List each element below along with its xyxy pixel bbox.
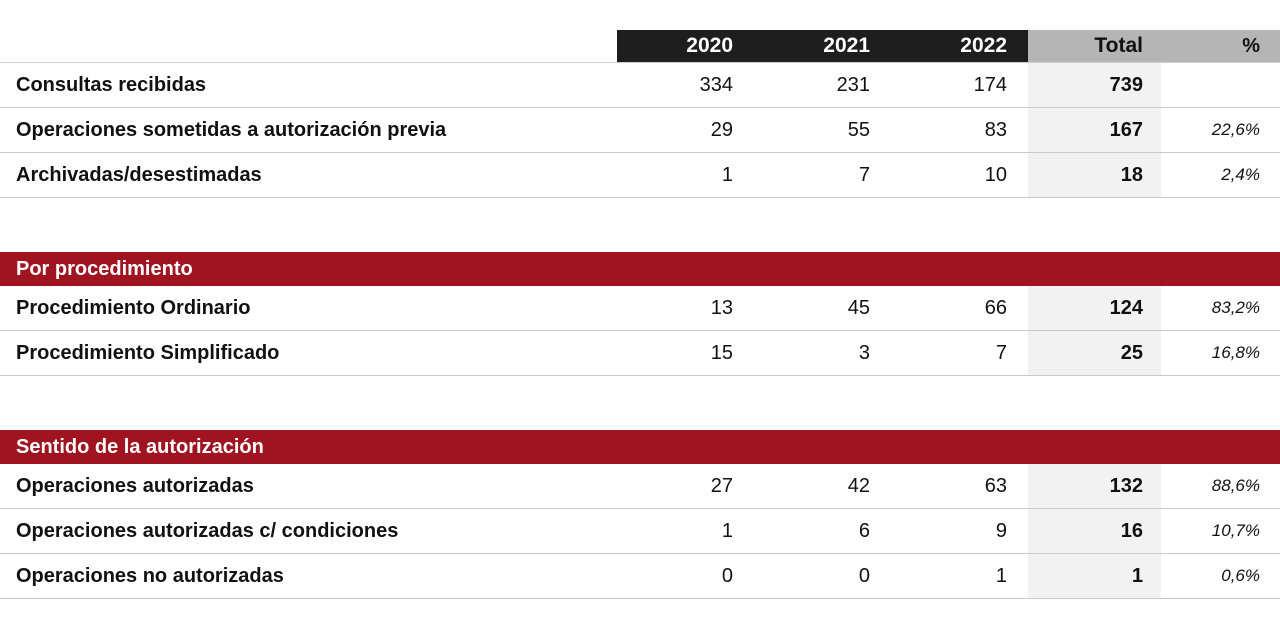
row-label: Consultas recibidas xyxy=(16,73,207,96)
column-header-total: Total xyxy=(1028,30,1161,62)
row-label: Operaciones autorizadas xyxy=(16,474,254,497)
value-2021: 231 xyxy=(836,73,870,96)
value-2020: 334 xyxy=(699,73,733,96)
value-percent: 88,6% xyxy=(1211,476,1260,495)
row-label: Procedimiento Simplificado xyxy=(16,341,280,364)
table-row-operaciones-sometidas: Operaciones sometidas a autorización pre… xyxy=(0,108,1280,153)
value-2022: 66 xyxy=(984,296,1007,319)
value-2022: 174 xyxy=(973,73,1007,96)
value-total: 16 xyxy=(1028,509,1161,553)
column-header-2022: 2022 xyxy=(891,30,1028,62)
table-row-archivadas-desestimadas: Archivadas/desestimadas 1 7 10 18 2,4% xyxy=(0,153,1280,198)
value-2021: 7 xyxy=(858,163,870,186)
column-header-2021: 2021 xyxy=(754,30,891,62)
value-2020: 0 xyxy=(721,564,733,587)
value-2022: 1 xyxy=(995,564,1007,587)
section-header-por-procedimiento: Por procedimiento xyxy=(0,252,1280,286)
value-2020: 1 xyxy=(721,163,733,186)
value-total: 124 xyxy=(1028,286,1161,330)
value-2020: 13 xyxy=(710,296,733,319)
value-2021: 55 xyxy=(847,118,870,141)
value-total: 739 xyxy=(1028,63,1161,107)
row-label: Operaciones autorizadas c/ condiciones xyxy=(16,519,399,542)
value-2020: 15 xyxy=(710,341,733,364)
row-label: Archivadas/desestimadas xyxy=(16,163,262,186)
column-header-percent: % xyxy=(1161,30,1280,62)
value-percent: 83,2% xyxy=(1211,298,1260,317)
value-percent: 10,7% xyxy=(1211,521,1260,540)
value-2021: 45 xyxy=(847,296,870,319)
value-percent: 2,4% xyxy=(1221,165,1260,184)
value-2022: 63 xyxy=(984,474,1007,497)
column-header-2020: 2020 xyxy=(617,30,754,62)
value-total: 18 xyxy=(1028,153,1161,197)
statistics-table: 2020 2021 2022 Total % Consultas recibid… xyxy=(0,30,1280,599)
header-spacer xyxy=(0,30,617,62)
value-2022: 83 xyxy=(984,118,1007,141)
value-2021: 6 xyxy=(858,519,870,542)
row-label: Operaciones no autorizadas xyxy=(16,564,284,587)
value-2020: 27 xyxy=(710,474,733,497)
value-2021: 42 xyxy=(847,474,870,497)
value-2022: 7 xyxy=(995,341,1007,364)
table-header-row: 2020 2021 2022 Total % xyxy=(0,30,1280,63)
value-total: 167 xyxy=(1028,108,1161,152)
value-total: 1 xyxy=(1028,554,1161,598)
value-2020: 29 xyxy=(710,118,733,141)
value-2020: 1 xyxy=(721,519,733,542)
value-total: 25 xyxy=(1028,331,1161,375)
table-row-consultas-recibidas: Consultas recibidas 334 231 174 739 xyxy=(0,63,1280,108)
value-2021: 0 xyxy=(858,564,870,587)
value-percent: 16,8% xyxy=(1211,343,1260,362)
value-percent: 22,6% xyxy=(1211,120,1260,139)
value-total: 132 xyxy=(1028,464,1161,508)
table-row-procedimiento-simplificado: Procedimiento Simplificado 15 3 7 25 16,… xyxy=(0,331,1280,376)
row-label: Procedimiento Ordinario xyxy=(16,296,251,319)
value-2022: 10 xyxy=(984,163,1007,186)
value-percent: 0,6% xyxy=(1221,566,1260,585)
table-row-operaciones-no-autorizadas: Operaciones no autorizadas 0 0 1 1 0,6% xyxy=(0,554,1280,599)
table-row-operaciones-autorizadas-condiciones: Operaciones autorizadas c/ condiciones 1… xyxy=(0,509,1280,554)
table-row-operaciones-autorizadas: Operaciones autorizadas 27 42 63 132 88,… xyxy=(0,464,1280,509)
table-row-procedimiento-ordinario: Procedimiento Ordinario 13 45 66 124 83,… xyxy=(0,286,1280,331)
value-percent xyxy=(1161,63,1280,107)
value-2021: 3 xyxy=(858,341,870,364)
value-2022: 9 xyxy=(995,519,1007,542)
row-label: Operaciones sometidas a autorización pre… xyxy=(16,118,447,141)
section-header-sentido-autorizacion: Sentido de la autorización xyxy=(0,430,1280,464)
